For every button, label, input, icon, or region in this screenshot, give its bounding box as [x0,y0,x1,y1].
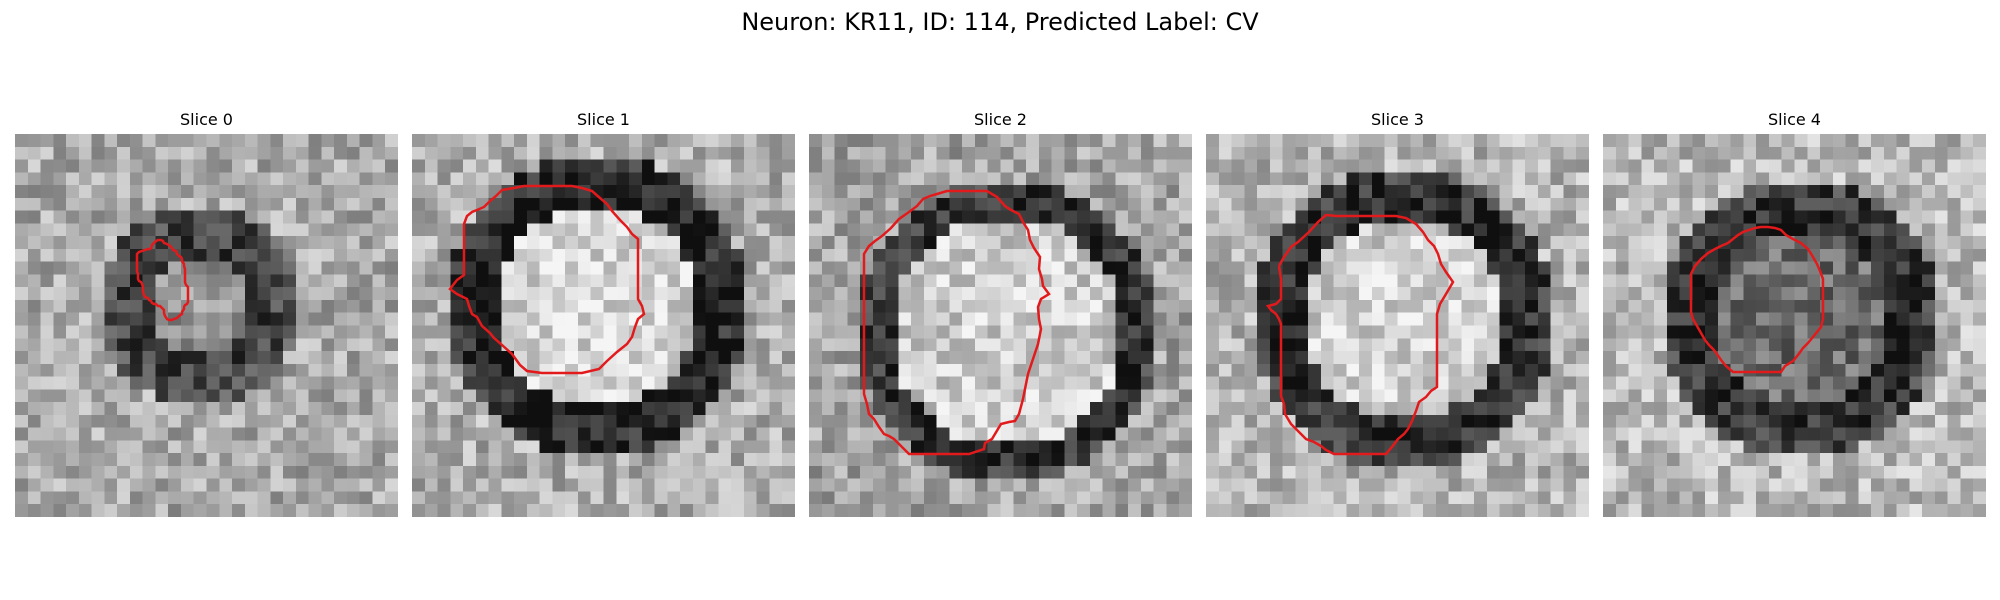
slice-panel-1: Slice 1 [412,110,795,517]
segmentation-contour [862,189,1051,456]
slice-title: Slice 0 [180,110,233,129]
segmentation-contour [448,184,646,375]
slice-title: Slice 3 [1371,110,1424,129]
slice-title: Slice 2 [974,110,1027,129]
slice-title: Slice 1 [577,110,630,129]
segmentation-contour [1689,225,1825,374]
slice-panel-4: Slice 4 [1603,110,1986,517]
slice-panel-0: Slice 0 [15,110,398,517]
segmentation-contour [135,238,190,322]
figure-title: Neuron: KR11, ID: 114, Predicted Label: … [741,8,1259,36]
microscopy-image [412,134,795,517]
microscopy-image [809,134,1192,517]
slice-title: Slice 4 [1768,110,1821,129]
microscopy-image [15,134,398,517]
slice-panel-3: Slice 3 [1206,110,1589,517]
slice-panel-2: Slice 2 [809,110,1192,517]
segmentation-contour [1265,213,1455,456]
microscopy-image [1206,134,1589,517]
microscopy-image [1603,134,1986,517]
